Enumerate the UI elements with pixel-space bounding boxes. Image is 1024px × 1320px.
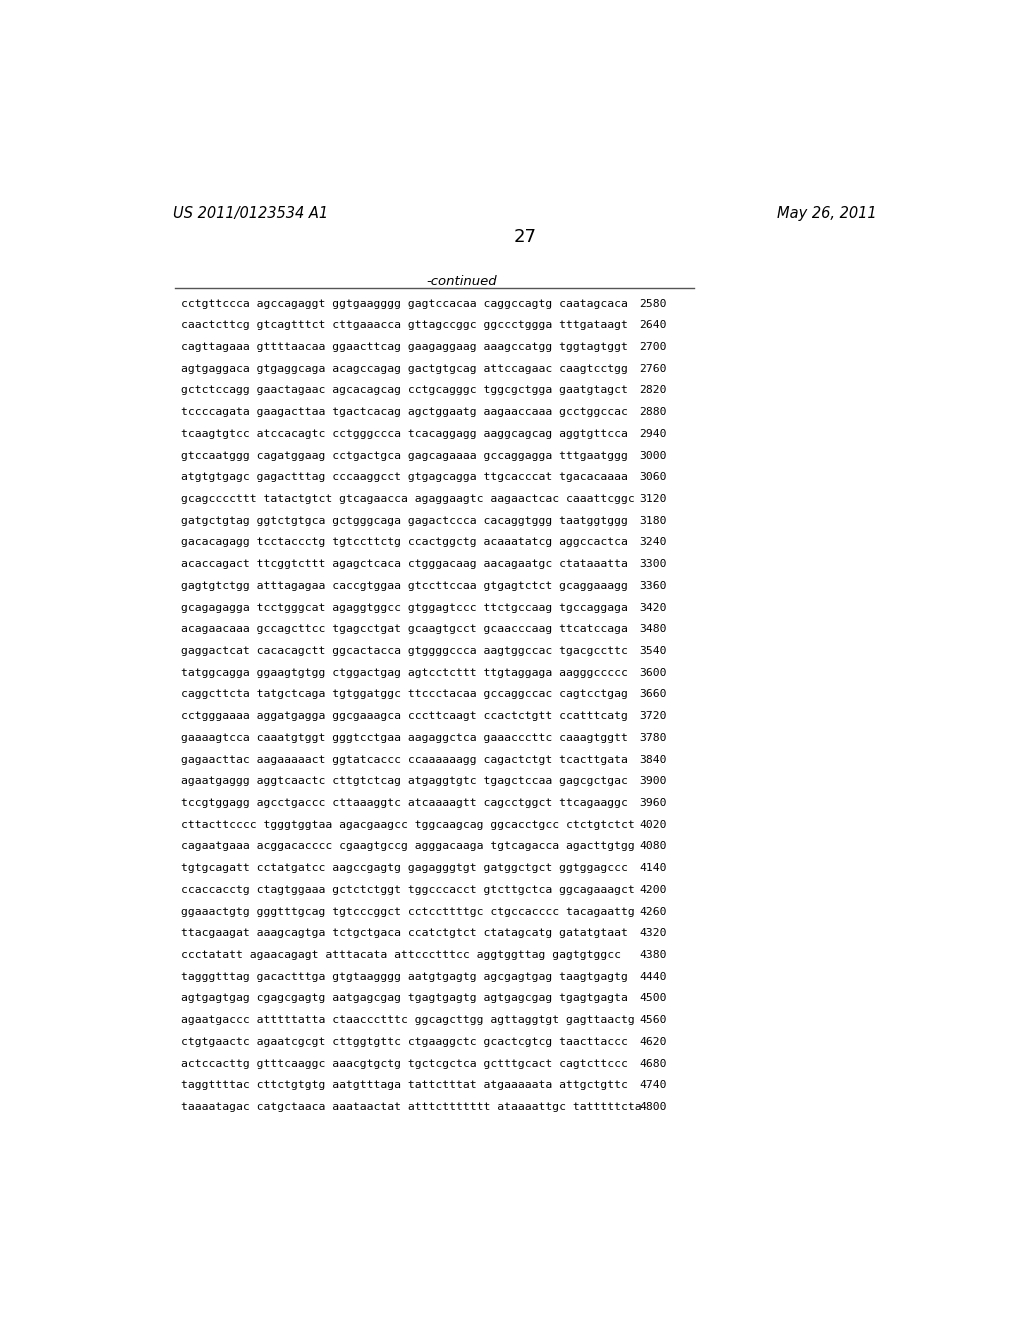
Text: taaaatagac catgctaaca aaataactat atttcttttttt ataaaattgc tatttttcta: taaaatagac catgctaaca aaataactat atttctt… [180, 1102, 641, 1111]
Text: 3900: 3900 [640, 776, 667, 787]
Text: 4680: 4680 [640, 1059, 667, 1068]
Text: 2880: 2880 [640, 407, 667, 417]
Text: 4380: 4380 [640, 950, 667, 960]
Text: tccgtggagg agcctgaccc cttaaaggtc atcaaaagtt cagcctggct ttcagaaggc: tccgtggagg agcctgaccc cttaaaggtc atcaaaa… [180, 799, 628, 808]
Text: gctctccagg gaactagaac agcacagcag cctgcagggc tggcgctgga gaatgtagct: gctctccagg gaactagaac agcacagcag cctgcag… [180, 385, 628, 396]
Text: ggaaactgtg gggtttgcag tgtcccggct cctccttttgc ctgccacccc tacagaattg: ggaaactgtg gggtttgcag tgtcccggct cctcctt… [180, 907, 635, 916]
Text: 3780: 3780 [640, 733, 667, 743]
Text: gcagagagga tcctgggcat agaggtggcc gtggagtccc ttctgccaag tgccaggaga: gcagagagga tcctgggcat agaggtggcc gtggagt… [180, 602, 628, 612]
Text: 4320: 4320 [640, 928, 667, 939]
Text: 3240: 3240 [640, 537, 667, 548]
Text: tatggcagga ggaagtgtgg ctggactgag agtcctcttt ttgtaggaga aagggccccc: tatggcagga ggaagtgtgg ctggactgag agtcctc… [180, 668, 628, 677]
Text: 3360: 3360 [640, 581, 667, 591]
Text: gacacagagg tcctaccctg tgtccttctg ccactggctg acaaatatcg aggccactca: gacacagagg tcctaccctg tgtccttctg ccactgg… [180, 537, 628, 548]
Text: 2760: 2760 [640, 364, 667, 374]
Text: 3960: 3960 [640, 799, 667, 808]
Text: cagttagaaa gttttaacaa ggaacttcag gaagaggaag aaagccatgg tggtagtggt: cagttagaaa gttttaacaa ggaacttcag gaagagg… [180, 342, 628, 352]
Text: gaaaagtcca caaatgtggt gggtcctgaa aagaggctca gaaacccttc caaagtggtt: gaaaagtcca caaatgtggt gggtcctgaa aagaggc… [180, 733, 628, 743]
Text: 4260: 4260 [640, 907, 667, 916]
Text: 2820: 2820 [640, 385, 667, 396]
Text: 4080: 4080 [640, 841, 667, 851]
Text: gaggactcat cacacagctt ggcactacca gtggggccca aagtggccac tgacgccttc: gaggactcat cacacagctt ggcactacca gtggggc… [180, 645, 628, 656]
Text: acagaacaaa gccagcttcc tgagcctgat gcaagtgcct gcaacccaag ttcatccaga: acagaacaaa gccagcttcc tgagcctgat gcaagtg… [180, 624, 628, 634]
Text: caactcttcg gtcagtttct cttgaaacca gttagccggc ggccctggga tttgataagt: caactcttcg gtcagtttct cttgaaacca gttagcc… [180, 321, 628, 330]
Text: cctgttccca agccagaggt ggtgaagggg gagtccacaa caggccagtg caatagcaca: cctgttccca agccagaggt ggtgaagggg gagtcca… [180, 298, 628, 309]
Text: -continued: -continued [426, 276, 497, 289]
Text: tagggtttag gacactttga gtgtaagggg aatgtgagtg agcgagtgag taagtgagtg: tagggtttag gacactttga gtgtaagggg aatgtga… [180, 972, 628, 982]
Text: ccctatatt agaacagagt atttacata attccctttcc aggtggttag gagtgtggcc: ccctatatt agaacagagt atttacata attcccttt… [180, 950, 621, 960]
Text: 3300: 3300 [640, 560, 667, 569]
Text: 3720: 3720 [640, 711, 667, 721]
Text: US 2011/0123534 A1: US 2011/0123534 A1 [173, 206, 328, 222]
Text: actccacttg gtttcaaggc aaacgtgctg tgctcgctca gctttgcact cagtcttccc: actccacttg gtttcaaggc aaacgtgctg tgctcgc… [180, 1059, 628, 1068]
Text: 3600: 3600 [640, 668, 667, 677]
Text: tccccagata gaagacttaa tgactcacag agctggaatg aagaaccaaa gcctggccac: tccccagata gaagacttaa tgactcacag agctgga… [180, 407, 628, 417]
Text: cagaatgaaa acggacacccc cgaagtgccg agggacaaga tgtcagacca agacttgtgg: cagaatgaaa acggacacccc cgaagtgccg agggac… [180, 841, 635, 851]
Text: tgtgcagatt cctatgatcc aagccgagtg gagagggtgt gatggctgct ggtggagccc: tgtgcagatt cctatgatcc aagccgagtg gagaggg… [180, 863, 628, 873]
Text: 4620: 4620 [640, 1036, 667, 1047]
Text: 3180: 3180 [640, 516, 667, 525]
Text: 3840: 3840 [640, 755, 667, 764]
Text: cctgggaaaa aggatgagga ggcgaaagca cccttcaagt ccactctgtt ccatttcatg: cctgggaaaa aggatgagga ggcgaaagca cccttca… [180, 711, 628, 721]
Text: 2940: 2940 [640, 429, 667, 438]
Text: 27: 27 [513, 227, 537, 246]
Text: agtgaggaca gtgaggcaga acagccagag gactgtgcag attccagaac caagtcctgg: agtgaggaca gtgaggcaga acagccagag gactgtg… [180, 364, 628, 374]
Text: gtccaatggg cagatggaag cctgactgca gagcagaaaa gccaggagga tttgaatggg: gtccaatggg cagatggaag cctgactgca gagcaga… [180, 450, 628, 461]
Text: 2580: 2580 [640, 298, 667, 309]
Text: caggcttcta tatgctcaga tgtggatggc ttccctacaa gccaggccac cagtcctgag: caggcttcta tatgctcaga tgtggatggc ttcccta… [180, 689, 628, 700]
Text: gagaacttac aagaaaaact ggtatcaccc ccaaaaaagg cagactctgt tcacttgata: gagaacttac aagaaaaact ggtatcaccc ccaaaaa… [180, 755, 628, 764]
Text: 4800: 4800 [640, 1102, 667, 1111]
Text: 3660: 3660 [640, 689, 667, 700]
Text: agaatgaggg aggtcaactc cttgtctcag atgaggtgtc tgagctccaa gagcgctgac: agaatgaggg aggtcaactc cttgtctcag atgaggt… [180, 776, 628, 787]
Text: 3120: 3120 [640, 494, 667, 504]
Text: 2700: 2700 [640, 342, 667, 352]
Text: 4020: 4020 [640, 820, 667, 830]
Text: 4440: 4440 [640, 972, 667, 982]
Text: agtgagtgag cgagcgagtg aatgagcgag tgagtgagtg agtgagcgag tgagtgagta: agtgagtgag cgagcgagtg aatgagcgag tgagtga… [180, 994, 628, 1003]
Text: 4740: 4740 [640, 1080, 667, 1090]
Text: agaatgaccc atttttatta ctaaccctttc ggcagcttgg agttaggtgt gagttaactg: agaatgaccc atttttatta ctaaccctttc ggcagc… [180, 1015, 635, 1026]
Text: 4200: 4200 [640, 884, 667, 895]
Text: gatgctgtag ggtctgtgca gctgggcaga gagactccca cacaggtggg taatggtggg: gatgctgtag ggtctgtgca gctgggcaga gagactc… [180, 516, 628, 525]
Text: ctgtgaactc agaatcgcgt cttggtgttc ctgaaggctc gcactcgtcg taacttaccc: ctgtgaactc agaatcgcgt cttggtgttc ctgaagg… [180, 1036, 628, 1047]
Text: atgtgtgagc gagactttag cccaaggcct gtgagcagga ttgcacccat tgacacaaaa: atgtgtgagc gagactttag cccaaggcct gtgagca… [180, 473, 628, 482]
Text: 4560: 4560 [640, 1015, 667, 1026]
Text: 3540: 3540 [640, 645, 667, 656]
Text: 4500: 4500 [640, 994, 667, 1003]
Text: 3060: 3060 [640, 473, 667, 482]
Text: tcaagtgtcc atccacagtc cctgggccca tcacaggagg aaggcagcag aggtgttcca: tcaagtgtcc atccacagtc cctgggccca tcacagg… [180, 429, 628, 438]
Text: cttacttcccc tgggtggtaa agacgaagcc tggcaagcag ggcacctgcc ctctgtctct: cttacttcccc tgggtggtaa agacgaagcc tggcaa… [180, 820, 635, 830]
Text: gagtgtctgg atttagagaa caccgtggaa gtccttccaa gtgagtctct gcaggaaagg: gagtgtctgg atttagagaa caccgtggaa gtccttc… [180, 581, 628, 591]
Text: 3420: 3420 [640, 602, 667, 612]
Text: ttacgaagat aaagcagtga tctgctgaca ccatctgtct ctatagcatg gatatgtaat: ttacgaagat aaagcagtga tctgctgaca ccatctg… [180, 928, 628, 939]
Text: May 26, 2011: May 26, 2011 [777, 206, 877, 222]
Text: 3480: 3480 [640, 624, 667, 634]
Text: 2640: 2640 [640, 321, 667, 330]
Text: 3000: 3000 [640, 450, 667, 461]
Text: gcagccccttt tatactgtct gtcagaacca agaggaagtc aagaactcac caaattcggc: gcagccccttt tatactgtct gtcagaacca agagga… [180, 494, 635, 504]
Text: ccaccacctg ctagtggaaa gctctctggt tggcccacct gtcttgctca ggcagaaagct: ccaccacctg ctagtggaaa gctctctggt tggccca… [180, 884, 635, 895]
Text: taggttttac cttctgtgtg aatgtttaga tattctttat atgaaaaata attgctgttc: taggttttac cttctgtgtg aatgtttaga tattctt… [180, 1080, 628, 1090]
Text: 4140: 4140 [640, 863, 667, 873]
Text: acaccagact ttcggtcttt agagctcaca ctgggacaag aacagaatgc ctataaatta: acaccagact ttcggtcttt agagctcaca ctgggac… [180, 560, 628, 569]
